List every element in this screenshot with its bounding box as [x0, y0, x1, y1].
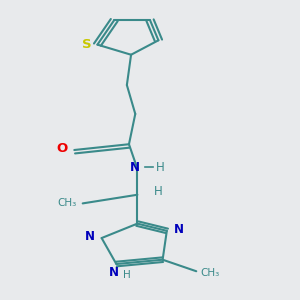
Text: H: H: [154, 185, 163, 198]
Text: O: O: [56, 142, 67, 155]
Text: CH₃: CH₃: [200, 268, 220, 278]
Text: H: H: [123, 270, 131, 280]
Text: N: N: [85, 230, 95, 243]
Text: H: H: [156, 161, 165, 174]
Text: CH₃: CH₃: [57, 198, 76, 208]
Text: S: S: [82, 38, 92, 51]
Text: N: N: [109, 266, 119, 279]
Text: N: N: [130, 161, 140, 174]
Text: N: N: [174, 223, 184, 236]
